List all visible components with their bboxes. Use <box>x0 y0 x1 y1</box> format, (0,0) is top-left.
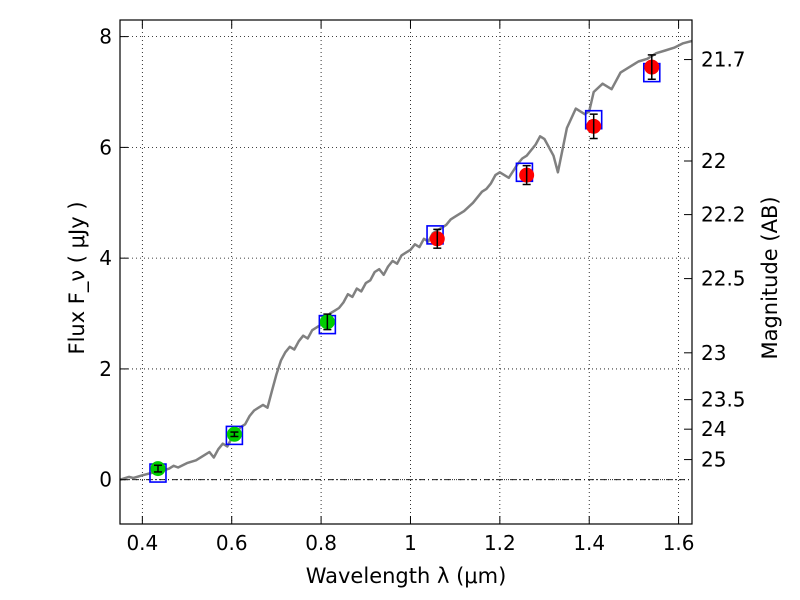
right-tick-label: 22.5 <box>701 267 746 291</box>
right-tick-label: 25 <box>701 448 726 472</box>
x-tick-label: 0.8 <box>305 531 337 555</box>
y-axis-label: Flux F_ν ( μJy ) <box>65 201 90 354</box>
x-axis-label: Wavelength λ (μm) <box>306 564 507 588</box>
model-photometry-series <box>149 62 661 483</box>
x-tick-label: 1.6 <box>663 531 695 555</box>
right-axis-label: Magnitude (AB) <box>758 196 782 359</box>
right-tick-label: 24 <box>701 417 726 441</box>
x-tick-label: 1.2 <box>484 531 516 555</box>
x-tick-label: 1.4 <box>573 531 605 555</box>
right-tick-label: 22 <box>701 149 726 173</box>
x-tick-labels: 0.4 0.6 0.8 1 1.2 1.4 1.6 <box>126 531 694 555</box>
x-tick-label: 0.6 <box>216 531 248 555</box>
plot-frame <box>119 19 693 525</box>
axis-ticks <box>120 20 692 524</box>
spectrum-series <box>120 39 692 481</box>
y-tick-label: 8 <box>99 25 112 49</box>
observed-photometry-series <box>150 54 660 477</box>
right-tick-label: 21.7 <box>701 48 746 72</box>
right-tick-label: 23.5 <box>701 388 746 412</box>
x-tick-label: 0.4 <box>126 531 158 555</box>
right-tick-label: 23 <box>701 341 726 365</box>
right-tick-label: 22.2 <box>701 203 746 227</box>
grid <box>120 20 692 524</box>
model-square-marker <box>225 425 244 446</box>
y-tick-label: 6 <box>99 135 112 159</box>
y-tick-label: 0 <box>99 468 112 492</box>
spectrum-line <box>120 39 692 481</box>
right-tick-labels: 21.7 22 22.2 22.5 23 23.5 24 25 <box>701 48 746 472</box>
y-tick-label: 2 <box>99 357 112 381</box>
y-tick-label: 4 <box>99 246 112 270</box>
y-tick-labels: 0 2 4 6 8 <box>99 25 112 492</box>
x-tick-label: 1 <box>404 531 417 555</box>
